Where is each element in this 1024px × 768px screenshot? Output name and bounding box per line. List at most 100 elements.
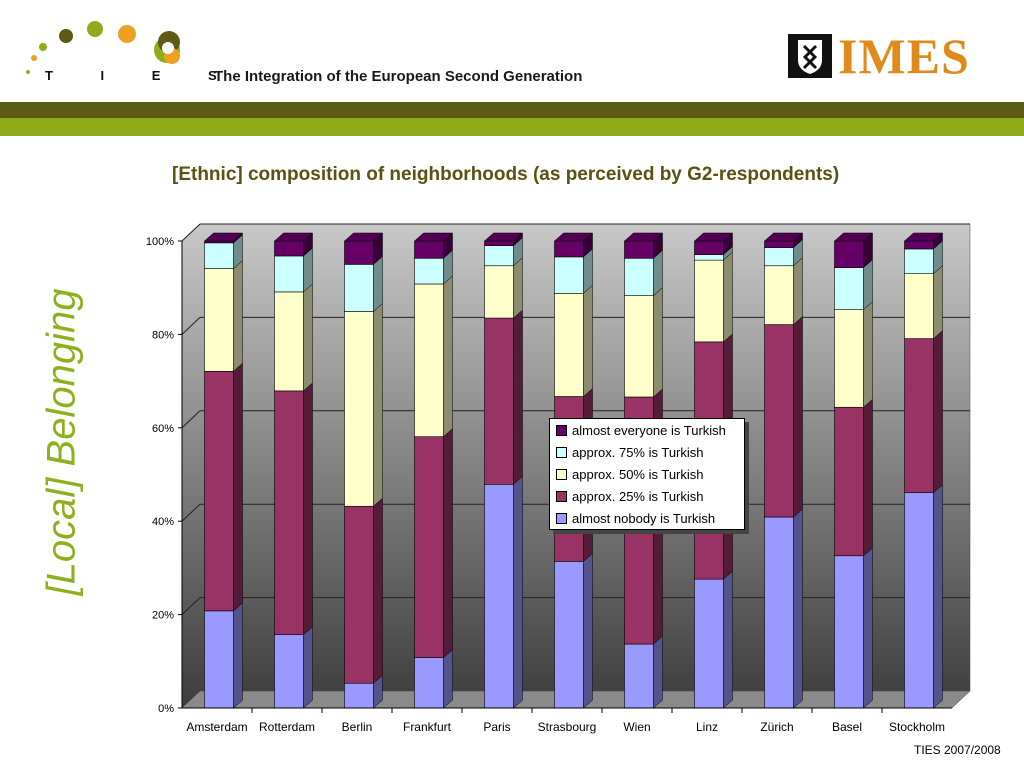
bar-segment-front xyxy=(834,406,864,557)
bar-top xyxy=(483,232,524,242)
bar-segment-front xyxy=(274,240,304,257)
bar-segment xyxy=(344,497,383,684)
chart-title: [Ethnic] composition of neighborhoods (a… xyxy=(172,164,840,185)
bar-segment-front xyxy=(204,610,234,709)
bar-segment-front xyxy=(694,578,724,709)
imes-logo xyxy=(788,34,1008,84)
bar-segment xyxy=(204,362,243,612)
legend-swatch xyxy=(556,513,567,525)
bar-segment-front xyxy=(274,634,304,709)
bar-segment xyxy=(484,309,523,485)
bar-segment-front xyxy=(554,240,584,258)
bar-segment xyxy=(204,234,243,270)
bar-top xyxy=(273,232,314,242)
legend-item: approx. 75% is Turkish xyxy=(556,444,704,462)
gridline-diagonal xyxy=(181,317,201,335)
legend-swatch xyxy=(556,447,567,459)
bar-segment-front xyxy=(414,283,444,437)
bar-segment xyxy=(903,232,944,250)
bar-segment-front xyxy=(414,657,444,709)
bar-segment-side xyxy=(303,626,313,709)
bar-segment-front xyxy=(904,492,934,709)
ties-logo-text: T I E S xyxy=(45,68,239,83)
bar-segment-side xyxy=(863,547,873,709)
bar-segment-side xyxy=(373,302,383,507)
bar-segment-side xyxy=(233,362,243,612)
bar-segment xyxy=(274,247,313,293)
bar-segment-front xyxy=(274,390,304,635)
header-title: The Integration of the European Second G… xyxy=(214,68,583,85)
bar-segment-front xyxy=(484,317,514,485)
x-tick-label: Zürich xyxy=(760,720,793,734)
bar-segment-front xyxy=(694,254,724,261)
bar-segment xyxy=(694,570,733,709)
bar-segment xyxy=(484,475,523,709)
bar-segment-front xyxy=(344,505,374,684)
bar-segment-side xyxy=(373,497,383,684)
bar-segment-front xyxy=(344,240,374,265)
bar-segment-side xyxy=(443,428,453,659)
legend-swatch xyxy=(556,425,567,437)
bar-segment-front xyxy=(204,242,234,269)
bar-segment xyxy=(764,238,803,267)
legend-item: approx. 50% is Turkish xyxy=(556,466,704,484)
bar-segment-side xyxy=(863,398,873,557)
bar-segment-front xyxy=(694,259,724,343)
bar-segment-front xyxy=(834,555,864,709)
bar-segment xyxy=(623,232,664,259)
bar-segment xyxy=(344,302,383,507)
bar-segment-front xyxy=(554,256,584,294)
bar-segment-side xyxy=(443,275,453,438)
y-tick-label: 40% xyxy=(152,516,174,528)
ties-logo-dots-icon xyxy=(26,21,180,74)
bar-segment-side xyxy=(863,301,873,408)
chart-legend: almost everyone is Turkish approx. 75% is… xyxy=(549,418,745,530)
gridline-diagonal xyxy=(181,503,201,522)
bar-segment-front xyxy=(554,293,584,397)
bar-segment-side xyxy=(303,382,313,636)
bar-segment-side xyxy=(863,259,873,311)
bar-segment-side xyxy=(793,316,803,518)
y-tick-label: 20% xyxy=(152,610,174,622)
gridline-diagonal xyxy=(181,597,201,615)
bar-segment-front xyxy=(204,240,234,244)
bar-segment-side xyxy=(303,283,313,392)
bar-segment xyxy=(413,232,454,259)
bar-segment-front xyxy=(904,248,934,274)
footer-text: TIES 2007/2008 xyxy=(914,743,1001,757)
imes-logo-text: IMES xyxy=(838,28,970,84)
bar-segment-front xyxy=(624,643,654,709)
bar-segment xyxy=(764,316,803,518)
bar-segment xyxy=(344,674,383,709)
bar-segment-front xyxy=(344,311,374,507)
bar-segment xyxy=(833,232,874,269)
bar-segment-front xyxy=(624,257,654,296)
bar-segment-front xyxy=(624,240,654,259)
bar-segment-front xyxy=(834,309,864,408)
bar-segment xyxy=(834,398,873,557)
bar-segment-front xyxy=(484,245,514,267)
bar-segment-front xyxy=(344,682,374,709)
bar-top xyxy=(763,232,804,242)
bar-segment-side xyxy=(233,259,243,372)
bar-segment-side xyxy=(653,287,663,398)
bar-segment-front xyxy=(204,370,234,612)
bar-segment-front xyxy=(904,273,934,339)
bar-segment-side xyxy=(373,255,383,313)
bar-segment-front xyxy=(764,324,794,518)
bar-segment-front xyxy=(834,240,864,268)
bar-segment xyxy=(204,259,243,372)
bar-segment xyxy=(414,275,453,438)
legend-label: almost everyone is Turkish xyxy=(572,423,726,438)
bar-segment xyxy=(624,635,663,709)
bar-top xyxy=(203,232,244,242)
bar-segment-side xyxy=(583,552,593,709)
bar-segment xyxy=(343,232,384,265)
bar-segment xyxy=(693,232,734,256)
bar-segment-front xyxy=(624,295,654,398)
x-tick-label: Amsterdam xyxy=(186,720,247,734)
bar-segment-front xyxy=(904,240,934,250)
bar-segment-side xyxy=(933,330,943,494)
bar-segment-front xyxy=(484,484,514,709)
bar-segment xyxy=(274,283,313,392)
